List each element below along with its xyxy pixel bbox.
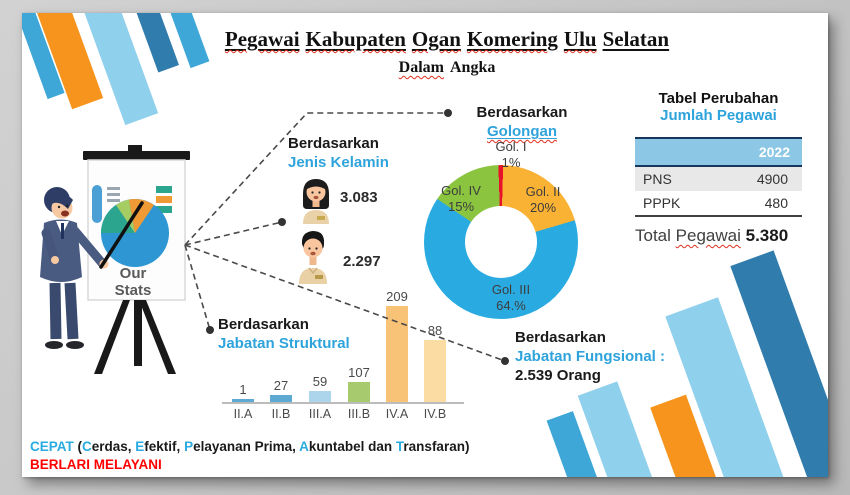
board-pie-chart	[101, 199, 169, 267]
section-fungsional: Berdasarkan Jabatan Fungsional : 2.539 O…	[515, 328, 665, 385]
section-gender: Berdasarkan Jenis Kelamin	[288, 134, 389, 172]
bar	[309, 391, 331, 402]
bar	[232, 399, 254, 402]
easel-top-bar	[83, 151, 190, 160]
bar-column: 88	[424, 323, 446, 402]
bar	[424, 340, 446, 402]
connector-gender	[184, 221, 283, 246]
bar-chart-axis	[222, 402, 464, 404]
footer-berlari-melayani: BERLARI MELAYANI	[30, 457, 162, 472]
section-golongan-heading: Berdasarkan	[476, 104, 568, 121]
section-golongan: Berdasarkan Golongan	[442, 103, 602, 141]
footer-cepat-segment: A	[299, 439, 309, 454]
bar-category-label: II.B	[271, 407, 291, 421]
donut-label-gol2: Gol. II 20%	[525, 184, 561, 215]
bar-category-label: IV.A	[385, 407, 409, 421]
easel-leg-left	[94, 300, 130, 374]
footer-cepat-segment: C	[82, 439, 92, 454]
table-header-year: 2022	[718, 138, 802, 167]
fungsional-count: 2.539 Orang	[515, 367, 601, 384]
footer-cepat-segment: ransfaran)	[403, 439, 470, 454]
title-word: Ulu	[563, 27, 597, 51]
bar-column: 27	[270, 378, 292, 402]
bar	[386, 306, 408, 402]
easel-clamp	[128, 145, 142, 153]
board-legend-swatch	[156, 206, 172, 213]
row-label: PPPK	[643, 195, 681, 211]
board-list-line	[107, 193, 120, 196]
row-value: 4900	[756, 171, 788, 187]
pegawai-table: 2022 PNS 4900 PPPK 480	[635, 137, 802, 217]
bar-column: 59	[309, 374, 331, 402]
slide: Pegawai Kabupaten Ogan Komering Ulu Selatan D…	[22, 13, 828, 477]
title-word: Pegawai	[224, 27, 300, 51]
row-label: PNS	[643, 171, 672, 187]
presenter-illustration: Our Stats	[40, 145, 190, 374]
donut-label-gol4: Gol. IV 15%	[441, 183, 481, 214]
struktural-bar-chart: 1 27 59 107 209 88 II.A II.B III.A III.B…	[218, 267, 478, 425]
board-legend-swatch	[156, 196, 172, 203]
bar	[270, 395, 292, 402]
footer-cepat-segment: fektif,	[144, 439, 185, 454]
donut-label-gol1: Gol. I 1%	[495, 139, 527, 170]
subtitle-word: Dalam	[398, 59, 444, 76]
board-blue-bar	[92, 185, 102, 223]
female-count: 3.083	[340, 189, 378, 206]
footer-cepat-segment: erdas,	[91, 439, 136, 454]
section-fungsional-subheading: Jabatan Fungsional :	[515, 348, 666, 365]
section-gender-subheading: Jenis Kelamin	[288, 154, 389, 171]
pointer-stick	[99, 201, 144, 269]
table-header-row: 2022	[635, 138, 802, 167]
row-value: 480	[764, 195, 788, 211]
connector-dot	[501, 357, 509, 365]
bar	[348, 382, 370, 402]
presenter-man	[40, 187, 144, 349]
table-title-line1: Tabel Perubahan	[658, 90, 779, 107]
section-gender-heading: Berdasarkan	[288, 135, 379, 152]
bar-category-label: IV.B	[423, 407, 447, 421]
bar-category-label: II.A	[233, 407, 253, 421]
title-word: Komering	[466, 27, 558, 51]
table-title-line2: Jumlah Pegawai	[660, 107, 777, 124]
footer-cepat-segment: kuntabel dan	[308, 439, 396, 454]
bar-category-label: III.B	[347, 407, 371, 421]
table-header-empty	[635, 138, 719, 167]
bar-category-label: III.A	[308, 407, 332, 421]
footer-cepat-segment: CEPAT	[30, 439, 74, 454]
subtitle-word: Angka	[449, 59, 496, 76]
female-avatar-icon	[303, 179, 329, 224]
footer-cepat-segment: T	[395, 439, 404, 454]
board-list-line	[107, 199, 120, 202]
board-list-line	[107, 187, 120, 190]
title-word: Ogan	[411, 27, 461, 51]
connector-dot	[278, 218, 286, 226]
bar-column: 107	[348, 365, 370, 402]
page-title: Pegawai Kabupaten Ogan Komering Ulu Selatan	[142, 27, 752, 52]
table-section: Tabel Perubahan Jumlah Pegawai 2022 PNS …	[635, 90, 802, 246]
board-caption-line2: Stats	[115, 282, 152, 299]
section-fungsional-heading: Berdasarkan	[515, 329, 606, 346]
easel-leg-center	[134, 300, 142, 366]
table-row: PPPK 480	[635, 191, 802, 216]
total-pegawai-line: Total Pegawai 5.380	[635, 226, 789, 245]
table-row: PNS 4900	[635, 166, 802, 191]
title-word: Kabupaten	[305, 27, 406, 51]
footer-cepat-segment: E	[135, 439, 145, 454]
board-legend-swatch	[156, 186, 172, 193]
bar-column: 1	[232, 382, 254, 402]
easel-leg-right	[139, 300, 176, 374]
connector-dot	[206, 326, 214, 334]
bar-column: 209	[386, 289, 408, 402]
section-golongan-subheading: Golongan	[487, 123, 557, 140]
footer-cepat-segment: elayanan Prima,	[193, 439, 300, 454]
title-word: Selatan	[602, 27, 670, 51]
footer-cepat-segment: P	[184, 439, 194, 454]
page-subtitle: Dalam Angka	[142, 59, 752, 77]
footer-cepat-line: CEPAT (Cerdas, Efektif, Pelayanan Prima,…	[30, 438, 469, 456]
board-caption-line1: Our	[120, 265, 147, 282]
donut-label-gol3: Gol. III 64.%	[491, 282, 531, 313]
footer-cepat-segment: (	[73, 439, 83, 454]
